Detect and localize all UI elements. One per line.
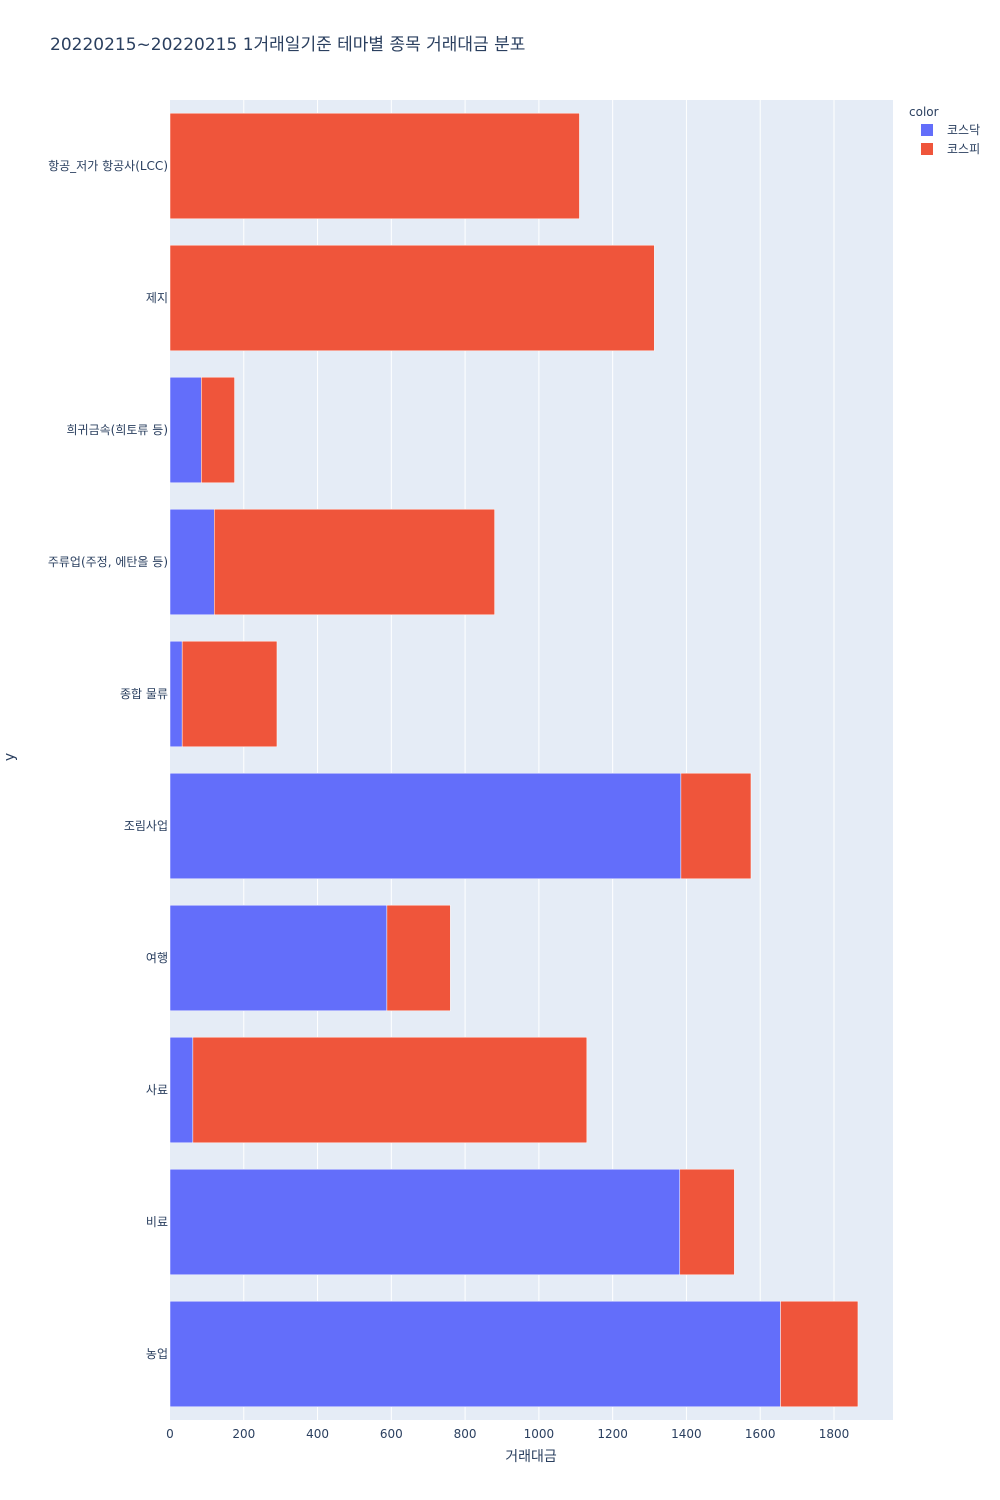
- bar: [169, 640, 183, 748]
- legend-item: 코스피: [947, 142, 980, 156]
- x-tick-label: 600: [380, 1427, 403, 1441]
- x-tick-label: 1000: [524, 1427, 555, 1441]
- x-tick-label: 1400: [671, 1427, 702, 1441]
- bar: [169, 1168, 681, 1276]
- bar: [192, 1036, 588, 1144]
- bar: [679, 1168, 735, 1276]
- y-tick-label: 사료: [146, 1083, 168, 1097]
- legend-swatch: [921, 124, 933, 136]
- x-tick-label: 1200: [597, 1427, 628, 1441]
- y-tick-label: 항공_저가 항공사(LCC): [48, 159, 168, 173]
- legend-item: 코스닥: [947, 123, 980, 137]
- bar: [169, 1036, 194, 1144]
- x-tick-label: 1600: [745, 1427, 776, 1441]
- y-axis-title: y: [2, 753, 18, 761]
- bar: [680, 772, 752, 880]
- x-axis-title: 거래대금: [505, 1449, 557, 1465]
- chart-title: 20220215~20220215 1거래일기준 테마별 종목 거래대금 분포: [50, 35, 525, 55]
- x-tick-label: 800: [454, 1427, 477, 1441]
- y-tick-label: 여행: [146, 950, 168, 965]
- bar: [201, 376, 235, 484]
- bar: [169, 904, 388, 1012]
- y-tick-label: 조림사업: [124, 819, 168, 833]
- y-tick-label: 종합 물류: [120, 687, 168, 701]
- x-tick-label: 0: [166, 1427, 174, 1441]
- x-tick-label: 200: [232, 1427, 255, 1441]
- bar: [386, 904, 451, 1012]
- legend-swatch: [921, 143, 933, 155]
- bar: [181, 640, 278, 748]
- bar: [169, 376, 202, 484]
- x-axis-ticks: 0 200 400 600 800 1000 1200 1400 1600 1800: [166, 1427, 849, 1441]
- x-tick-label: 400: [306, 1427, 329, 1441]
- legend-title: color: [909, 105, 939, 119]
- bar: [169, 244, 655, 352]
- bar: [169, 1300, 781, 1408]
- bars: [169, 112, 859, 1408]
- y-tick-label: 비료: [146, 1215, 168, 1229]
- bar: [214, 508, 495, 616]
- bar: [169, 772, 682, 880]
- y-tick-label: 주류업(주정, 에탄올 등): [48, 555, 168, 569]
- bar: [169, 508, 215, 616]
- bar: [169, 112, 580, 220]
- y-tick-label: 희귀금속(희토류 등): [67, 423, 169, 437]
- bar: [780, 1300, 859, 1408]
- y-tick-label: 농업: [146, 1347, 168, 1361]
- x-tick-label: 1800: [819, 1427, 850, 1441]
- y-tick-label: 제지: [146, 291, 168, 305]
